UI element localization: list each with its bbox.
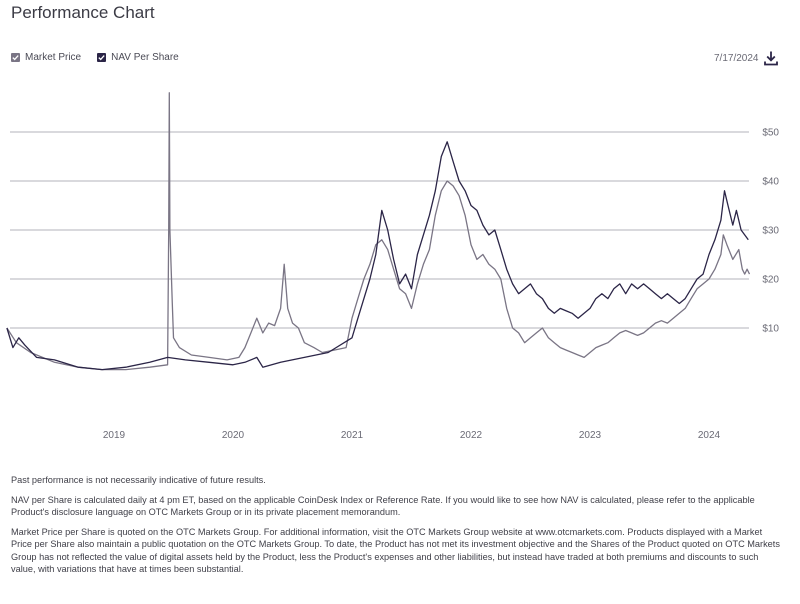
y-tick-label: $40	[762, 177, 779, 188]
checkbox-checked-icon[interactable]	[97, 53, 107, 62]
performance-chart: $10 $20 $30 $40 $50 2019 2020 2021 2022 2023 2024	[6, 92, 779, 441]
note-past-performance: Past performance is not necessarily indi…	[11, 475, 266, 485]
y-tick-label: $10	[762, 324, 779, 335]
series-line-market-price	[6, 92, 751, 371]
page-title: Performance Chart	[11, 3, 155, 22]
note-market-price: Market Price per Share is quoted on the …	[11, 526, 780, 575]
x-tick-label: 2023	[579, 430, 602, 441]
legend-nav-label: NAV Per Share	[111, 52, 179, 63]
download-button[interactable]	[763, 50, 779, 66]
y-tick-label: $20	[762, 275, 779, 286]
y-tick-label: $50	[762, 128, 779, 139]
x-tick-label: 2021	[341, 430, 364, 441]
legend-market-price-label: Market Price	[25, 52, 82, 63]
series-line-nav-per-share	[6, 141, 749, 371]
legend-nav-per-share[interactable]: NAV Per Share	[97, 52, 179, 63]
disclaimer-notes: Past performance is not necessarily indi…	[11, 474, 781, 583]
x-tick-label: 2019	[103, 430, 126, 441]
x-tick-label: 2020	[222, 430, 245, 441]
y-tick-label: $30	[762, 226, 779, 237]
legend-market-price[interactable]: Market Price	[11, 52, 81, 63]
checkbox-checked-icon[interactable]	[11, 53, 20, 62]
x-tick-label: 2024	[698, 430, 721, 441]
as-of-date: 7/17/2024	[714, 53, 759, 64]
x-tick-label: 2022	[460, 430, 483, 441]
note-nav-calculation: NAV per Share is calculated daily at 4 p…	[11, 494, 755, 518]
chart-legend: Market Price NAV Per Share	[11, 52, 195, 63]
download-icon	[764, 51, 778, 66]
